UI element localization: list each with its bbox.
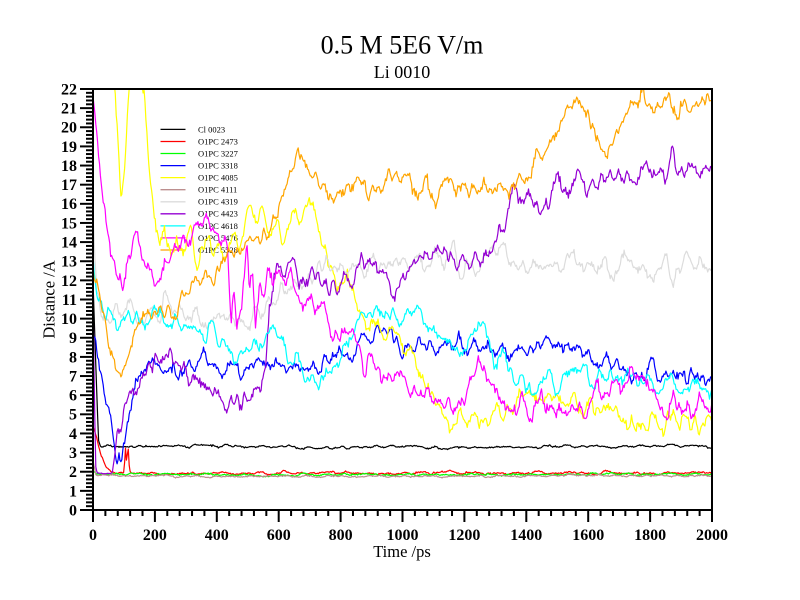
svg-text:O1PC 4319: O1PC 4319 [198,197,238,207]
svg-text:15: 15 [61,215,77,232]
svg-text:600: 600 [267,527,291,544]
svg-text:O1PC 3227: O1PC 3227 [198,148,238,158]
svg-text:22: 22 [61,81,77,98]
svg-text:O1PC 4111: O1PC 4111 [198,185,237,195]
svg-text:O1PC 3318: O1PC 3318 [198,161,238,171]
svg-text:2000: 2000 [696,527,728,544]
svg-text:10: 10 [61,311,77,328]
svg-text:1600: 1600 [572,527,604,544]
svg-text:16: 16 [61,196,77,213]
svg-text:Li 0010: Li 0010 [374,62,431,82]
svg-text:200: 200 [143,527,167,544]
svg-text:1000: 1000 [387,527,419,544]
svg-text:12: 12 [61,273,77,290]
svg-text:20: 20 [61,120,77,137]
svg-text:Distance /A: Distance /A [40,260,59,338]
svg-text:21: 21 [61,101,77,118]
svg-text:9: 9 [69,330,77,347]
svg-text:O1PC 2473: O1PC 2473 [198,136,238,146]
svg-text:1: 1 [69,483,77,500]
svg-text:O1PC 5476: O1PC 5476 [198,233,238,243]
svg-text:0: 0 [69,502,77,519]
svg-text:Cl 0023: Cl 0023 [198,124,225,134]
svg-text:8: 8 [69,349,77,366]
svg-text:1400: 1400 [510,527,542,544]
svg-text:13: 13 [61,254,77,271]
svg-text:1200: 1200 [448,527,480,544]
svg-text:O1PC 4085: O1PC 4085 [198,173,238,183]
svg-text:2: 2 [69,464,77,481]
svg-text:0.5 M 5E6 V/m: 0.5 M 5E6 V/m [321,31,484,60]
svg-text:11: 11 [62,292,77,309]
svg-text:7: 7 [69,368,77,385]
svg-text:18: 18 [61,158,77,175]
svg-text:17: 17 [61,177,77,194]
svg-text:Time /ps: Time /ps [373,542,431,561]
svg-text:6: 6 [69,388,77,405]
svg-text:O1PC 5528: O1PC 5528 [198,245,238,255]
svg-text:14: 14 [61,235,77,252]
svg-text:4: 4 [69,426,77,443]
svg-text:5: 5 [69,407,77,424]
svg-text:O1PC 4618: O1PC 4618 [198,221,238,231]
svg-text:800: 800 [329,527,353,544]
svg-text:1800: 1800 [634,527,666,544]
svg-text:O1PC 4423: O1PC 4423 [198,209,238,219]
svg-text:3: 3 [69,445,77,462]
svg-text:400: 400 [205,527,229,544]
svg-text:0: 0 [89,527,97,544]
svg-text:19: 19 [61,139,77,156]
